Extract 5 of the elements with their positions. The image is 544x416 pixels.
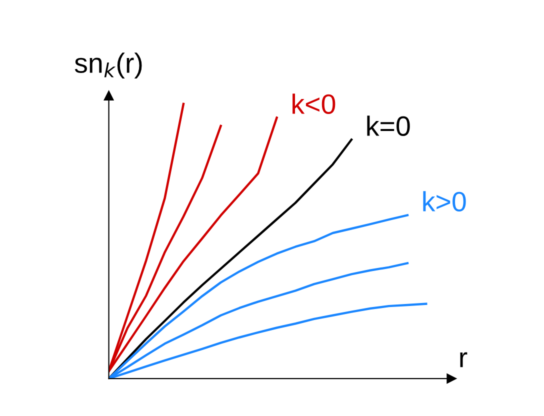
y-axis-title: sn$_{k}$(r) [74,52,142,78]
x-axis-title: r [460,352,468,368]
series-label: k>0 [423,191,466,212]
series-label: k<0 [292,94,336,114]
series-label: k=0 [367,116,410,136]
